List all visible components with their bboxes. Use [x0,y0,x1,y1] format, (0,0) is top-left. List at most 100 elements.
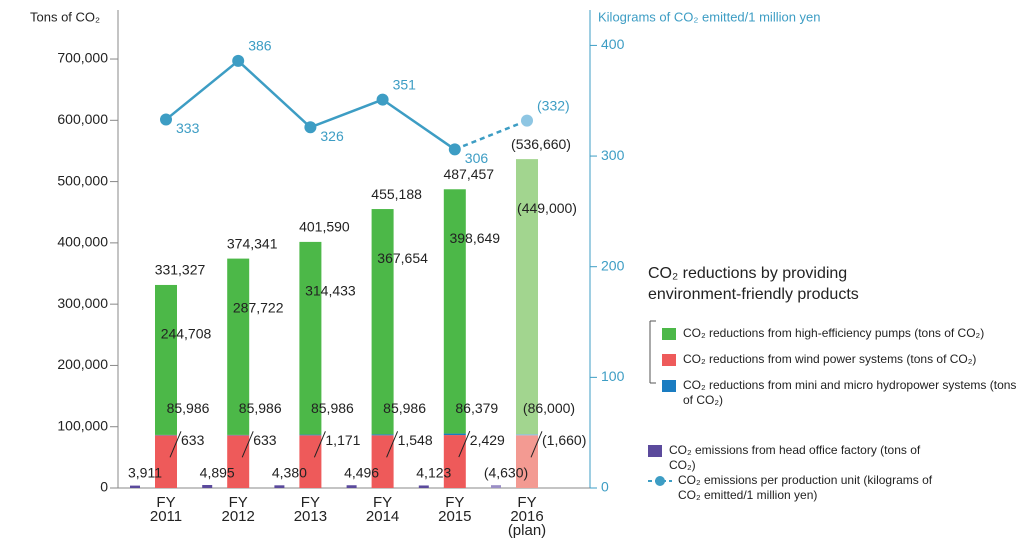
data-label: 85,986 [311,400,354,416]
legend-swatch [648,445,662,457]
legend-label: CO₂ reductions from wind power systems (… [683,352,977,366]
bar-segment [516,159,538,435]
total-label: (536,660) [511,136,571,152]
bar [346,485,357,488]
data-label: 4,895 [200,465,235,481]
y2-tick-label: 300 [601,147,625,163]
y-tick-label: 100,000 [57,417,108,433]
data-label: 1,548 [398,432,433,448]
data-label: 314,433 [305,283,356,299]
total-label: 374,341 [227,235,278,251]
bar [418,485,429,488]
bar-segment [371,435,394,488]
line-marker [304,121,317,134]
leader-line [386,431,399,458]
line-label: (332) [537,97,570,113]
line-marker [376,93,389,106]
line-label: 306 [465,150,489,166]
data-label: 85,986 [239,400,282,416]
x-tick-label: FY 2015 [438,494,472,525]
line-label: 386 [248,38,272,54]
y-tick-label: 0 [100,479,108,495]
legend-label: CO₂ emissions per production unit (kilog… [678,473,933,502]
x-tick-label: FY 2011 [149,494,183,525]
data-label: 4,123 [416,465,451,481]
bar-segment [371,434,394,436]
y-axis-label: Tons of CO₂ [30,9,100,24]
bar-segment [443,435,466,488]
bar-segment [299,241,322,435]
y-tick-label: 700,000 [57,50,108,66]
line-marker [160,113,172,126]
legend-swatch [662,354,676,366]
line-projected [454,119,528,151]
line-label: 333 [176,120,200,136]
y2-axis-label: Kilograms of CO₂ emitted/1 million yen [598,9,821,24]
y2-tick-label: 100 [601,368,625,384]
data-label: 1,171 [325,432,360,448]
y-tick-label: 200,000 [57,356,108,372]
data-label: (1,660) [542,432,586,448]
line-label: 326 [320,128,344,144]
data-label: 244,708 [161,326,212,342]
bar-segment [227,258,250,435]
total-label: 487,457 [443,166,494,182]
data-label: 4,380 [272,465,307,481]
data-label: (4,630) [484,465,528,481]
bar-segment [371,209,394,435]
total-label: 331,327 [155,262,206,278]
legend-swatch [662,380,676,392]
bar-segment [443,189,466,434]
legend-title: CO₂ reductions by providing environment-… [648,265,859,303]
data-label: 287,722 [233,299,284,315]
data-label: 85,986 [167,400,210,416]
y-tick-label: 600,000 [57,111,108,127]
y2-tick-label: 0 [601,479,609,495]
x-tick-label: FY 2012 [221,494,255,525]
data-label: 3,911 [128,465,162,481]
y2-tick-label: 400 [601,36,625,52]
line-label: 351 [393,76,417,92]
y2-tick-label: 200 [601,257,625,273]
data-label: 367,654 [377,250,428,266]
bar-segment [443,433,466,436]
data-label: 633 [181,432,205,448]
x-tick-label: FY 2016 (plan) [507,494,547,539]
bar-segment [299,435,322,488]
x-tick-label: FY 2014 [365,494,400,525]
legend-marker [655,476,665,486]
legend-label: CO₂ emissions from head office factory (… [669,443,921,472]
total-label: 401,590 [299,219,350,235]
line-marker [448,143,461,156]
bar [274,485,285,488]
leader-line [530,431,543,458]
bar-segment [155,435,177,488]
y-tick-label: 300,000 [57,295,108,311]
bar [202,485,213,488]
data-label: (86,000) [523,400,575,416]
data-label: 4,496 [344,465,379,481]
x-tick-label: FY 2013 [293,494,328,525]
data-label: (449,000) [517,200,577,216]
bar-segment [516,434,538,436]
data-label: 633 [253,432,277,448]
line-marker [232,54,245,67]
leader-line [313,431,326,458]
line [165,59,456,151]
total-label: 455,188 [371,186,422,202]
leader-line [169,431,182,458]
bar-segment [299,434,322,436]
bar [130,485,140,488]
bar [491,485,501,488]
data-label: 398,649 [449,230,500,246]
data-label: 86,379 [455,400,498,416]
legend-label: CO₂ reductions from high-efficiency pump… [683,326,985,340]
y-tick-label: 400,000 [57,234,108,250]
leader-line [458,430,471,458]
line-marker [521,114,533,127]
legend-swatch [662,328,676,340]
y-tick-label: 500,000 [57,172,108,188]
legend-label: CO₂ reductions from mini and micro hydro… [683,378,1017,407]
